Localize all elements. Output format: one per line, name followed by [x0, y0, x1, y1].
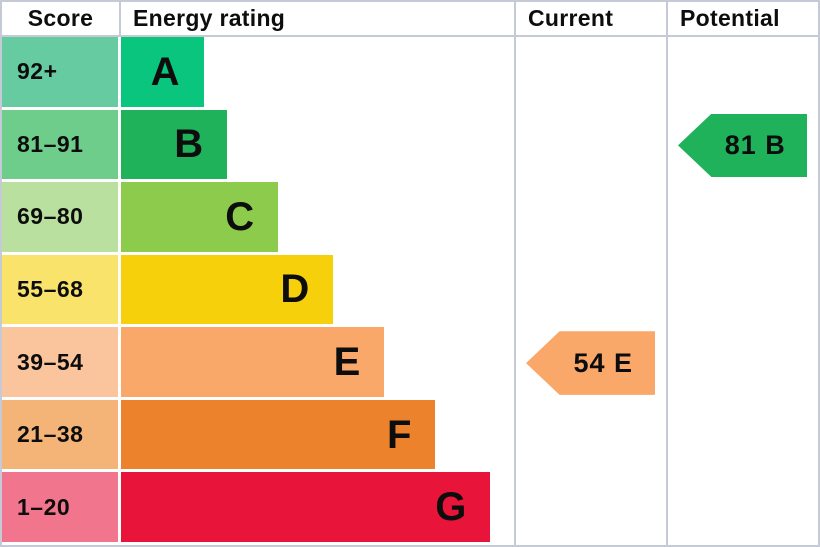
header-energy-rating-label: Energy rating — [133, 5, 286, 31]
potential-cell-c — [668, 182, 818, 255]
current-cell-d — [516, 254, 668, 328]
header-score-label: Score — [27, 5, 94, 31]
rating-bar-cell-a: A — [121, 37, 516, 110]
current-marker-label: 54 E — [573, 347, 634, 378]
rating-letter-c: C — [225, 194, 255, 239]
score-range-e-label: 39–54 — [17, 348, 84, 375]
score-range-e: 39–54 — [2, 327, 121, 400]
potential-cell-a — [668, 37, 818, 110]
header-current: Current — [516, 2, 668, 37]
rating-bar-b: B — [121, 109, 228, 180]
score-range-a-label: 92+ — [17, 58, 58, 85]
rating-bar-cell-b: B — [121, 109, 516, 183]
current-cell-g — [516, 472, 668, 545]
current-cell-e: 54 E — [516, 327, 668, 400]
score-range-d: 55–68 — [2, 254, 121, 328]
rating-letter-b: B — [174, 122, 204, 167]
score-range-f: 21–38 — [2, 399, 121, 473]
current-marker: 54 E — [526, 331, 655, 395]
current-cell-c — [516, 182, 668, 255]
score-range-c: 69–80 — [2, 182, 121, 255]
rating-letter-a: A — [150, 49, 180, 94]
score-range-a: 92+ — [2, 37, 121, 110]
potential-cell-f — [668, 399, 818, 473]
score-range-g-label: 1–20 — [17, 493, 71, 520]
rating-letter-f: F — [386, 412, 412, 457]
header-score: Score — [2, 2, 121, 37]
potential-cell-g — [668, 472, 818, 545]
header-current-label: Current — [528, 5, 614, 31]
rating-bar-f: F — [121, 399, 436, 470]
header-potential: Potential — [668, 2, 818, 37]
current-cell-a — [516, 37, 668, 110]
score-range-b-label: 81–91 — [17, 130, 84, 157]
rating-bar-c: C — [121, 182, 279, 252]
rating-letter-d: D — [280, 267, 310, 312]
rating-bar-cell-f: F — [121, 399, 516, 473]
current-cell-b — [516, 109, 668, 183]
potential-cell-e — [668, 327, 818, 400]
potential-cell-d — [668, 254, 818, 328]
rating-bar-a: A — [121, 37, 204, 107]
potential-marker: 81 B — [678, 113, 807, 178]
score-range-f-label: 21–38 — [17, 421, 84, 448]
rating-bar-cell-e: E — [121, 327, 516, 400]
score-range-g: 1–20 — [2, 472, 121, 545]
score-range-b: 81–91 — [2, 109, 121, 183]
header-energy-rating: Energy rating — [121, 2, 516, 37]
rating-bar-e: E — [121, 327, 385, 397]
header-potential-label: Potential — [680, 5, 780, 31]
rating-bar-cell-g: G — [121, 472, 516, 545]
score-range-d-label: 55–68 — [17, 275, 84, 302]
score-range-c-label: 69–80 — [17, 203, 84, 230]
potential-cell-b: 81 B — [668, 109, 818, 183]
rating-bar-d: D — [121, 254, 334, 325]
current-cell-f — [516, 399, 668, 473]
rating-bar-cell-c: C — [121, 182, 516, 255]
rating-bar-cell-d: D — [121, 254, 516, 328]
rating-letter-e: E — [333, 340, 361, 385]
rating-letter-g: G — [435, 485, 467, 530]
rating-bar-g: G — [121, 472, 491, 542]
potential-marker-label: 81 B — [724, 129, 786, 160]
